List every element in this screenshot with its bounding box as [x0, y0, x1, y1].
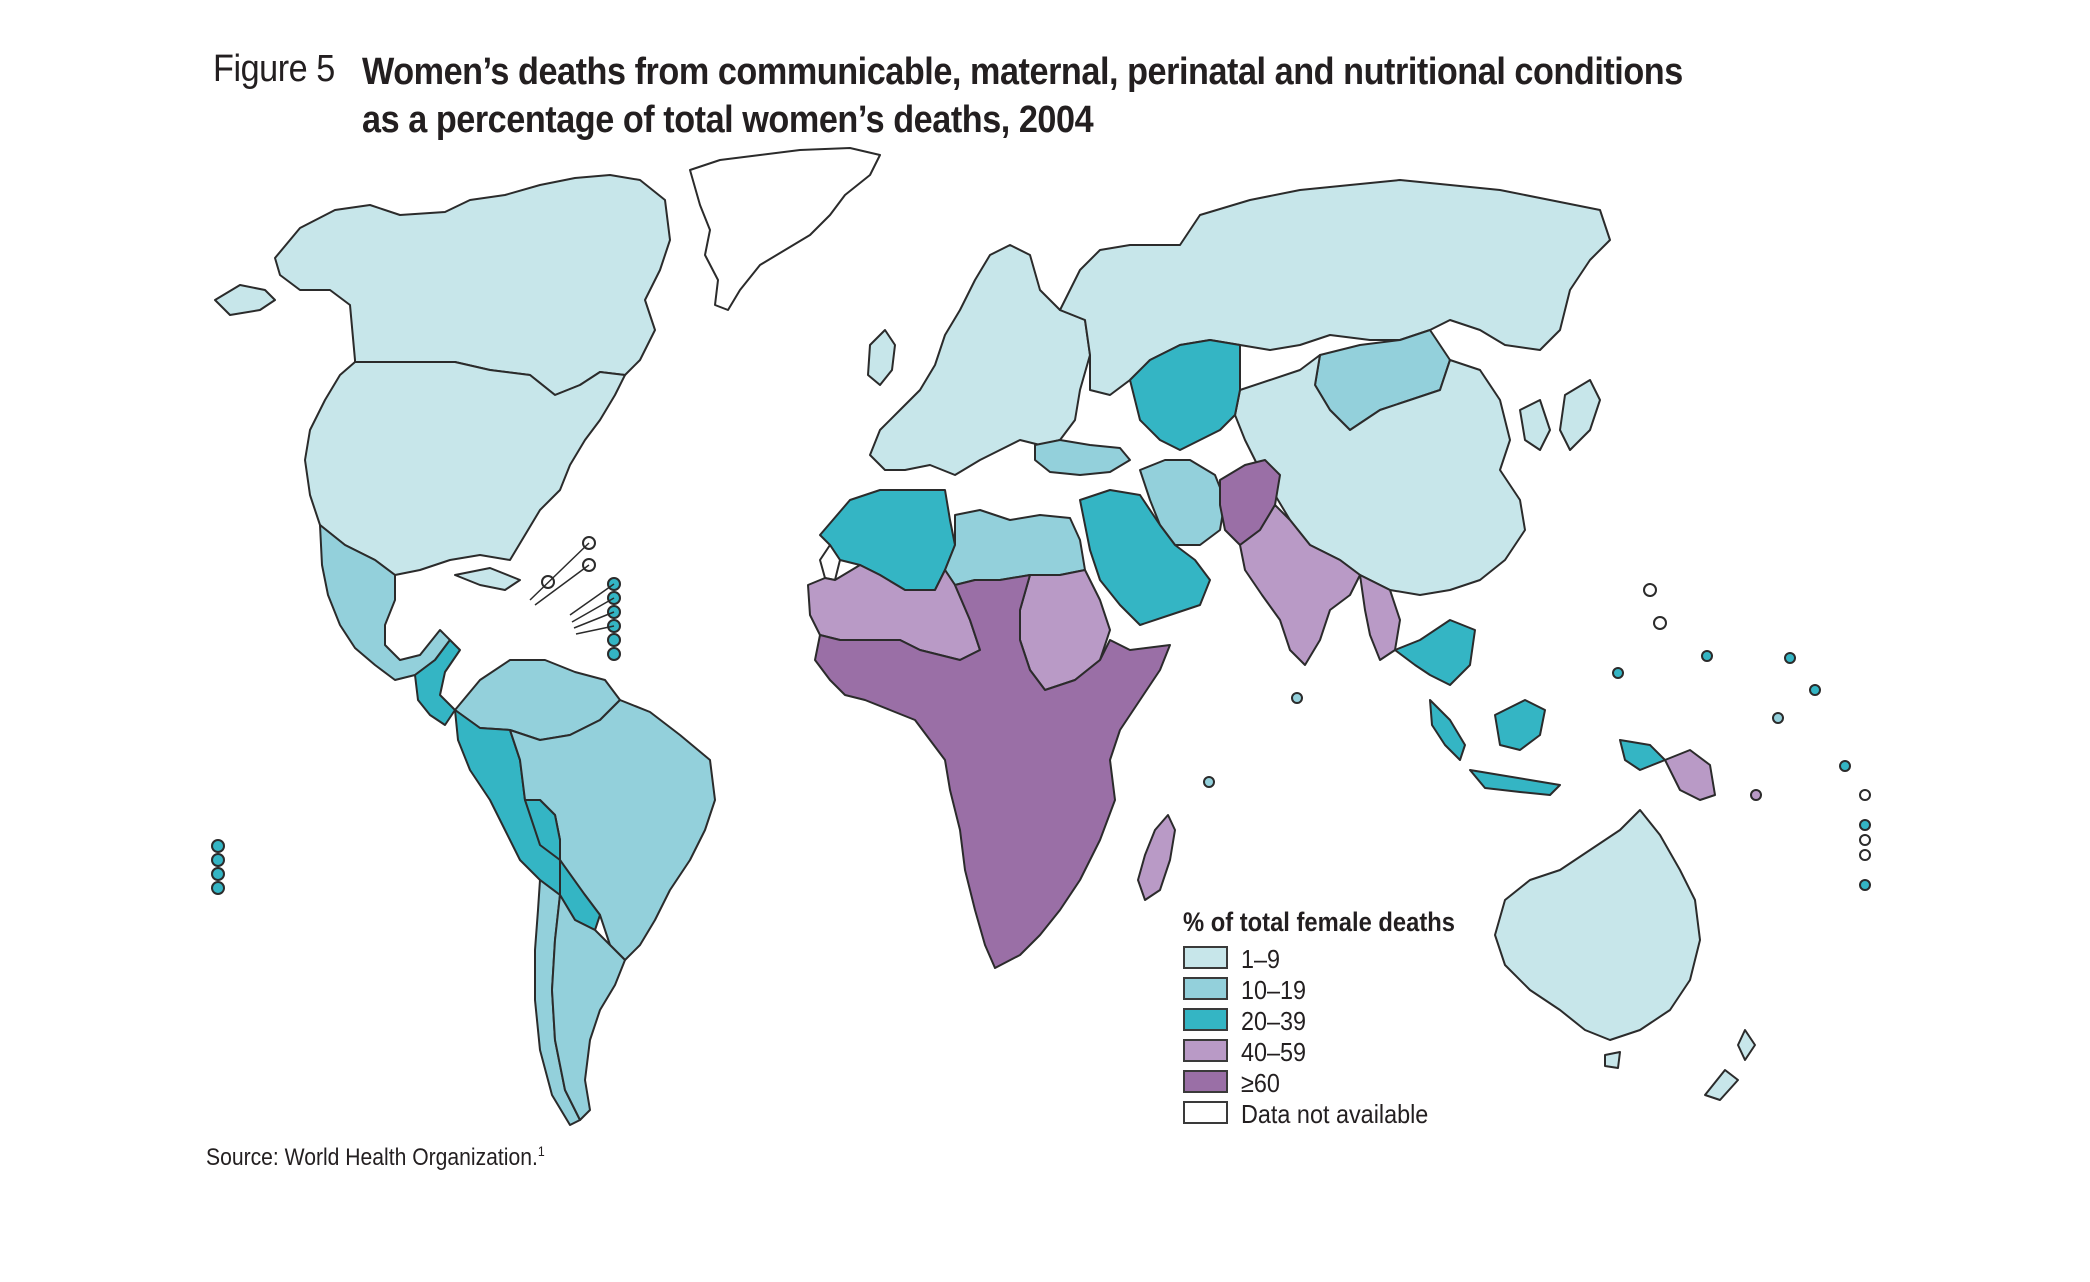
legend-swatch [1183, 1008, 1228, 1031]
island-marker [1643, 583, 1657, 597]
region-indonesia [1429, 699, 1666, 796]
legend-item: Data not available [1183, 1099, 1492, 1130]
island-marker [1859, 879, 1871, 891]
region-iran [1139, 459, 1226, 546]
island-marker [1784, 652, 1796, 664]
region-uk [867, 329, 896, 386]
island-marker [1701, 650, 1713, 662]
region-usa [214, 284, 276, 316]
region-argentina [551, 894, 626, 1121]
region-central-asia [1129, 339, 1241, 451]
legend-swatch [1183, 1101, 1228, 1124]
legend-label: ≥60 [1241, 1068, 1280, 1098]
source-note: Source: World Health Organization.1 [206, 1143, 545, 1172]
island-marker [1809, 684, 1821, 696]
region-cuba [454, 567, 521, 591]
legend-label: 1–9 [1241, 944, 1281, 974]
region-turkey [1034, 439, 1131, 476]
region-north-africa-west [819, 489, 956, 591]
island-marker [1859, 849, 1871, 861]
region-png [1664, 749, 1716, 801]
island-marker [1203, 776, 1215, 788]
figure-title-line-1: Women’s deaths from communicable, matern… [362, 51, 1683, 93]
island-marker [211, 853, 225, 867]
region-central-america [414, 639, 461, 726]
island-marker [211, 867, 225, 881]
island-marker [607, 647, 621, 661]
region-mexico [319, 524, 451, 681]
region-australia [1494, 809, 1701, 1041]
region-myanmar [1359, 574, 1401, 661]
legend-item: 40–59 [1183, 1037, 1492, 1068]
region-tasmania [1604, 1051, 1621, 1069]
map-legend: % of total female deaths 1–9 10–19 20–39… [1183, 907, 1492, 1130]
legend-label: 20–39 [1241, 1006, 1307, 1036]
region-southeast-asia [1394, 619, 1476, 686]
island-marker [1291, 692, 1303, 704]
region-western-sahara [819, 544, 841, 581]
region-middle-east [1079, 489, 1211, 626]
region-sub-saharan-africa [814, 574, 1171, 969]
caribbean-leader-lines [529, 542, 615, 635]
island-marker [1653, 616, 1667, 630]
legend-title: % of total female deaths [1183, 907, 1455, 937]
island-marker [1859, 819, 1871, 831]
source-footnote-marker: 1 [537, 1143, 545, 1159]
island-marker [1859, 789, 1871, 801]
island-marker [211, 881, 225, 895]
island-marker [1859, 834, 1871, 846]
source-text: Source: World Health Organization. [206, 1144, 538, 1171]
legend-swatch [1183, 946, 1228, 969]
figure-title: Women’s deaths from communicable, matern… [362, 48, 1683, 144]
legend-swatch [1183, 1039, 1228, 1062]
region-new-zealand [1704, 1029, 1756, 1101]
figure-title-line-2: as a percentage of total women’s deaths,… [362, 99, 1094, 141]
legend-label: 40–59 [1241, 1037, 1307, 1067]
legend-label: 10–19 [1241, 975, 1307, 1005]
island-marker [1839, 760, 1851, 772]
region-korea-japan [1519, 379, 1601, 451]
legend-swatch [1183, 1070, 1228, 1093]
region-india [1239, 504, 1361, 666]
legend-item: 10–19 [1183, 975, 1492, 1006]
region-canada-alaska [274, 174, 671, 396]
island-marker [1772, 712, 1784, 724]
region-usa [304, 361, 626, 576]
region-greenland [689, 147, 881, 311]
region-madagascar [1137, 814, 1176, 901]
legend-item: 1–9 [1183, 944, 1492, 975]
figure-label: Figure 5 [213, 48, 335, 90]
legend-item: ≥60 [1183, 1068, 1492, 1099]
island-marker [1612, 667, 1624, 679]
legend-label: Data not available [1241, 1099, 1429, 1129]
legend-swatch [1183, 977, 1228, 1000]
island-marker [607, 633, 621, 647]
island-marker [1750, 789, 1762, 801]
island-marker [211, 839, 225, 853]
legend-item: 20–39 [1183, 1006, 1492, 1037]
